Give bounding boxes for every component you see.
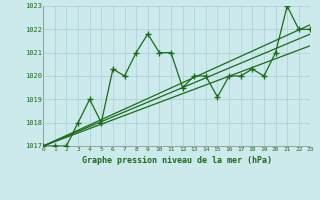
X-axis label: Graphe pression niveau de la mer (hPa): Graphe pression niveau de la mer (hPa) bbox=[82, 156, 272, 165]
